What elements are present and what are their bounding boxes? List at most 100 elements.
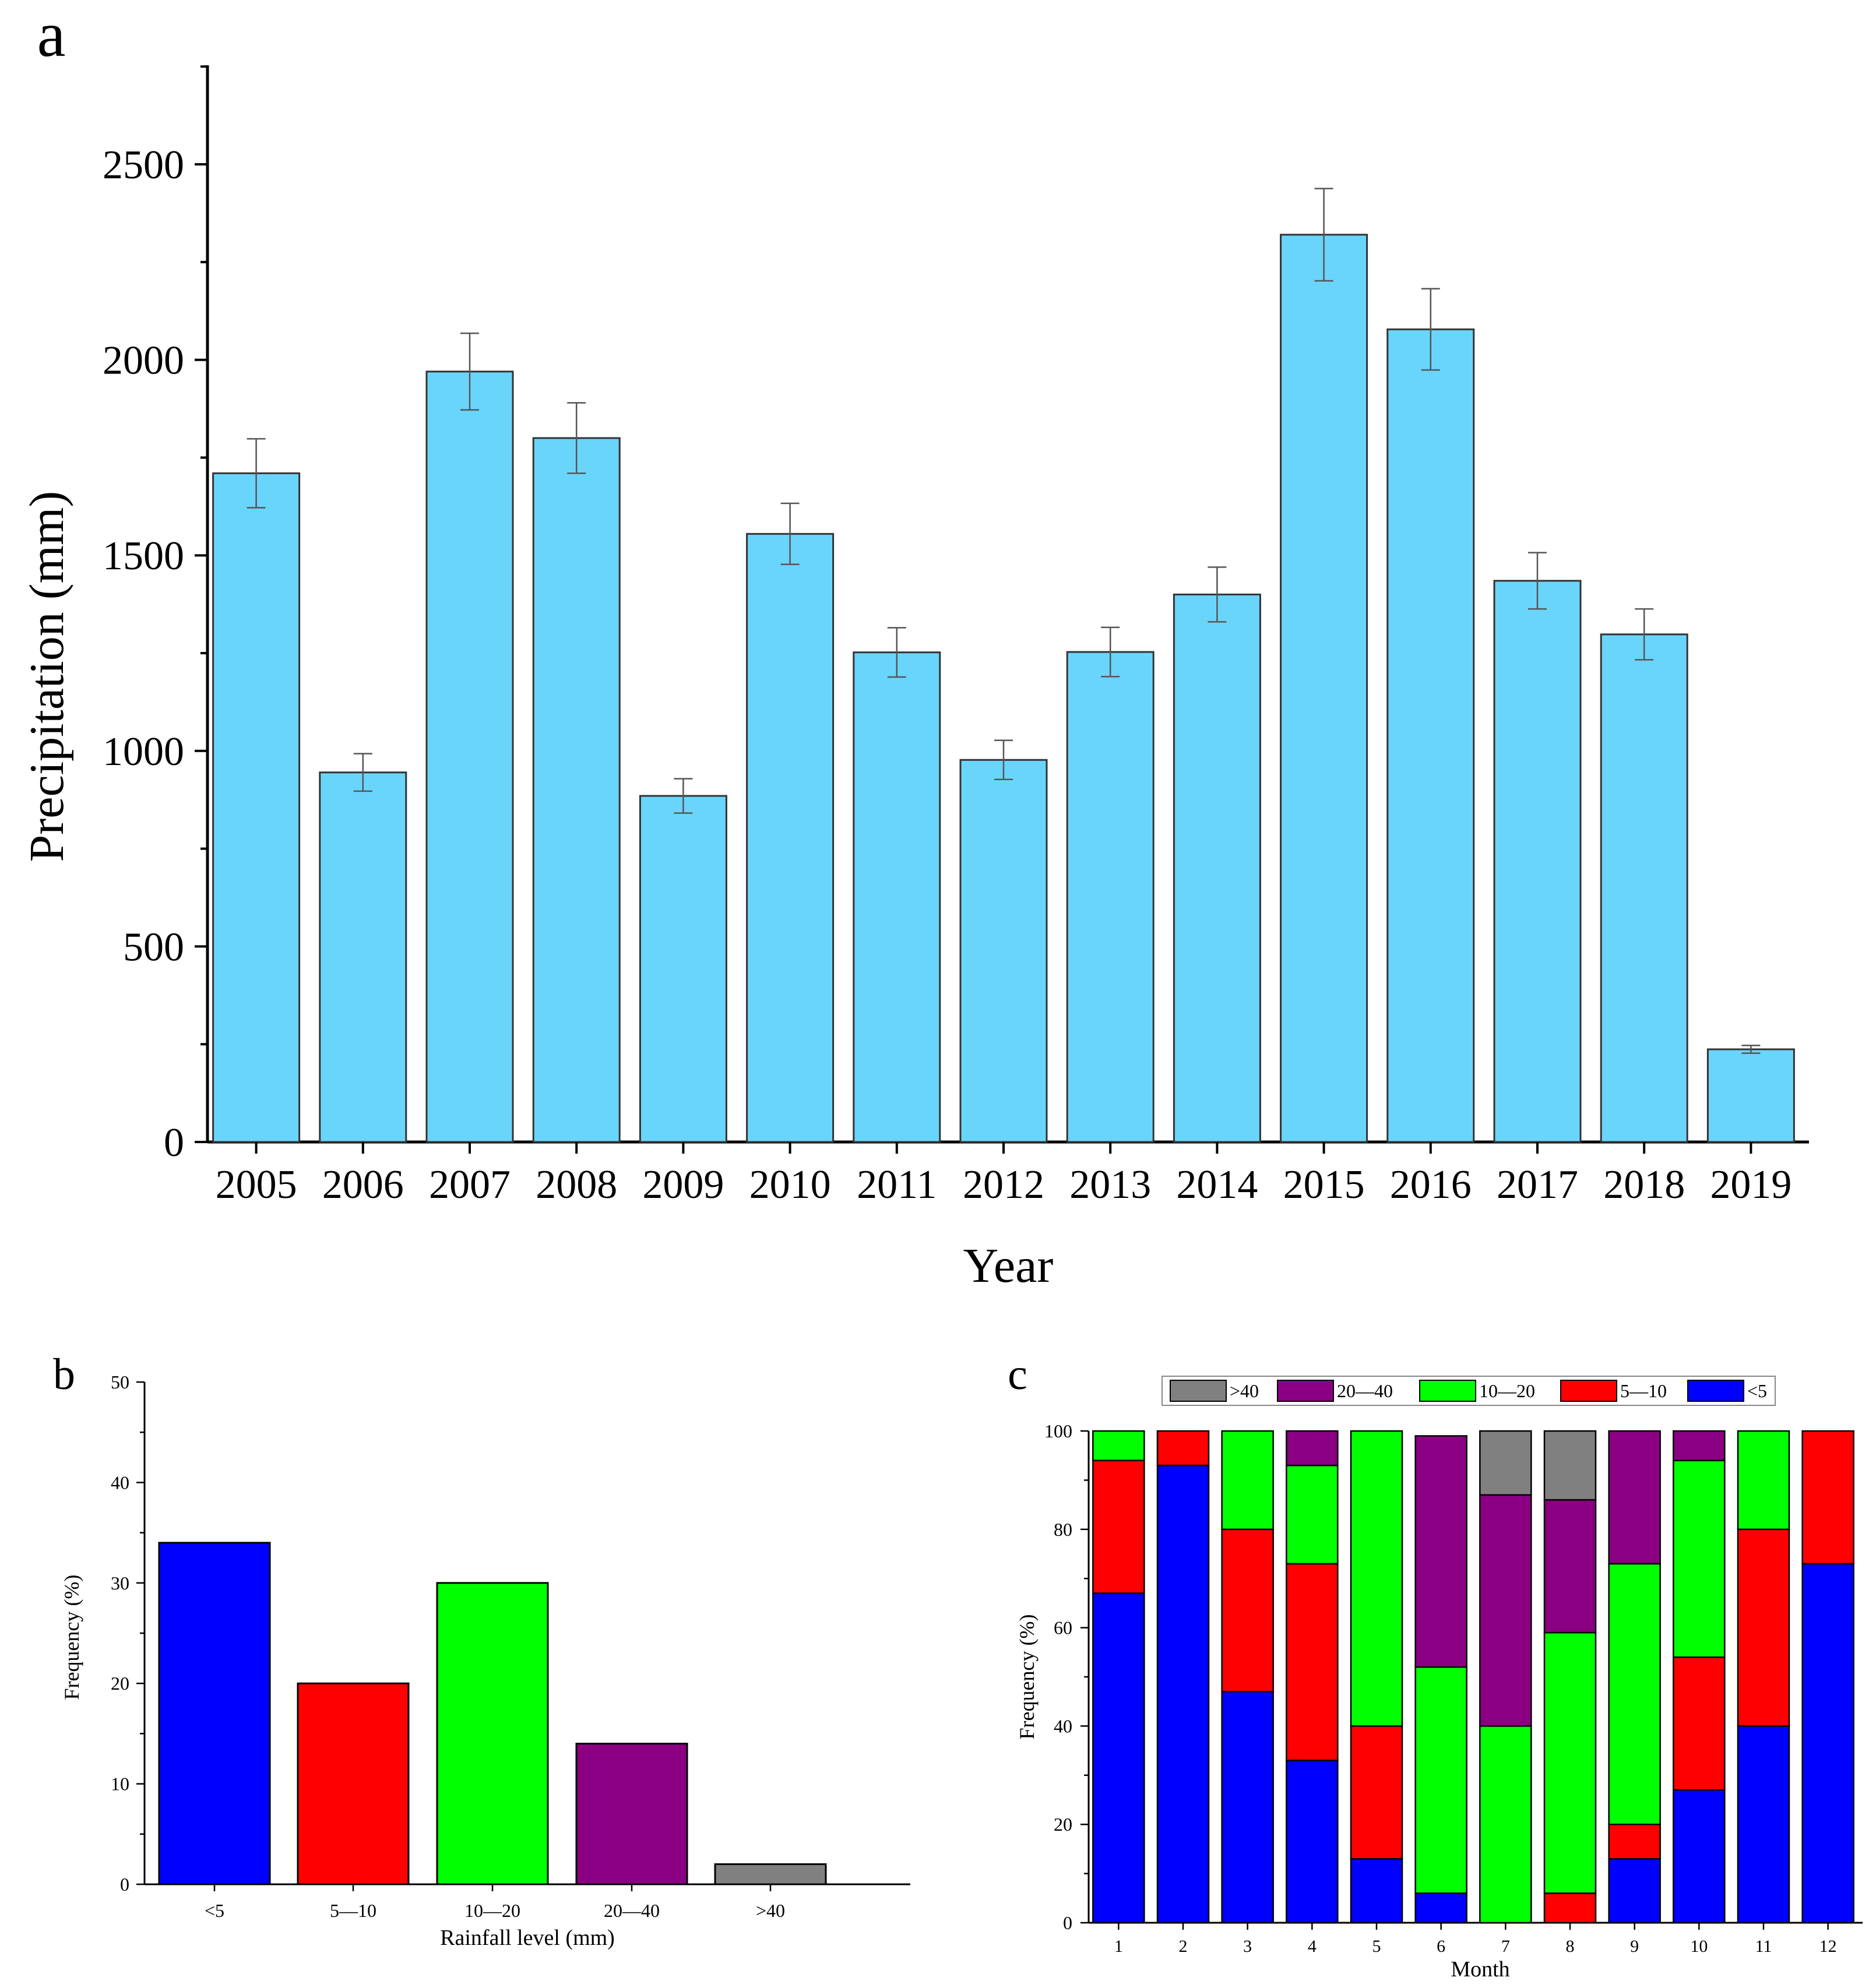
bar-2005: [212, 472, 301, 1143]
y-tick-label-a: 2000: [103, 339, 184, 383]
segment-month7-2040: [1479, 1494, 1532, 1727]
segment-month9-2040: [1608, 1430, 1661, 1565]
x-tick-label-2009: 2009: [642, 1162, 724, 1207]
segment-month11-1020: [1737, 1430, 1790, 1531]
bar-level-1: [297, 1682, 410, 1885]
legend-swatch-1: [1277, 1380, 1334, 1402]
y-tick-label-c: 40: [1054, 1715, 1072, 1736]
segment-month6-1020: [1414, 1666, 1467, 1894]
segment-month4-5: [1286, 1760, 1339, 1924]
x-tick-label-c-12: 12: [1819, 1937, 1837, 1956]
y-tick-label-c: 20: [1054, 1814, 1072, 1835]
bar-2007: [425, 371, 514, 1143]
x-tick-label-2014: 2014: [1176, 1162, 1258, 1207]
bar-level-0: [158, 1542, 271, 1885]
bar-2010: [746, 533, 835, 1143]
legend-swatch-4: [1687, 1380, 1744, 1402]
bar-2019: [1706, 1048, 1795, 1143]
x-tick-label-c-2: 2: [1179, 1937, 1188, 1956]
bar-2018: [1600, 633, 1688, 1143]
y-tick-label-c: 0: [1063, 1912, 1072, 1933]
segment-month1-510: [1092, 1460, 1145, 1594]
x-tick-label-c-7: 7: [1501, 1937, 1510, 1956]
y-tick-label-b: 20: [111, 1673, 129, 1694]
legend-label-0: >40: [1230, 1380, 1259, 1401]
bar-2011: [853, 651, 941, 1143]
segment-month8-510: [1543, 1892, 1597, 1924]
legend-label-3: 5—10: [1620, 1380, 1667, 1401]
x-tick-label-2005: 2005: [216, 1162, 297, 1207]
x-tick-label-c-4: 4: [1308, 1937, 1317, 1956]
legend-label-2: 10—20: [1479, 1380, 1535, 1401]
segment-month12-510: [1801, 1430, 1854, 1565]
segment-month2-5: [1156, 1464, 1210, 1924]
y-tick-label-a: 1000: [103, 729, 184, 774]
x-tick-label-2017: 2017: [1497, 1162, 1578, 1207]
y-tick-label-c: 60: [1054, 1617, 1072, 1638]
x-axis-title-c: Month: [1451, 1957, 1509, 1982]
y-tick-label-b: 30: [111, 1573, 129, 1594]
y-axis-title-c: Frequency (%): [1015, 1615, 1039, 1740]
x-tick-label-2013: 2013: [1069, 1162, 1151, 1207]
segment-month7-40: [1479, 1430, 1532, 1496]
bar-2008: [532, 437, 621, 1143]
x-tick-label-c-3: 3: [1243, 1937, 1252, 1956]
y-tick-label-b: 50: [111, 1372, 129, 1393]
y-tick-label-a: 0: [164, 1120, 184, 1165]
bar-2012: [959, 759, 1048, 1143]
bar-2016: [1386, 328, 1475, 1143]
x-tick-label-2011: 2011: [857, 1162, 937, 1207]
x-tick-label-b-1: 5—10: [330, 1900, 376, 1921]
x-tick-label-2010: 2010: [749, 1162, 831, 1207]
x-tick-label-2016: 2016: [1390, 1162, 1472, 1207]
x-tick-label-2008: 2008: [536, 1162, 617, 1207]
x-axis-title-b: Rainfall level (mm): [440, 1926, 615, 1950]
segment-month5-1020: [1350, 1430, 1403, 1727]
y-tick-label-c: 80: [1054, 1519, 1072, 1540]
bar-2014: [1173, 593, 1261, 1143]
x-tick-label-b-2: 10—20: [464, 1900, 520, 1921]
x-tick-label-2012: 2012: [963, 1162, 1044, 1207]
segment-month9-510: [1608, 1823, 1661, 1860]
segment-month7-1020: [1479, 1725, 1532, 1924]
legend-swatch-0: [1170, 1380, 1227, 1402]
segment-month10-2040: [1673, 1430, 1726, 1461]
segment-month4-1020: [1286, 1464, 1339, 1565]
panel-label-b: b: [53, 1350, 75, 1399]
y-axis-title-b: Frequency (%): [60, 1575, 83, 1700]
y-tick-label-a: 1500: [103, 534, 184, 579]
bar-2015: [1280, 234, 1368, 1143]
x-tick-label-2015: 2015: [1283, 1162, 1365, 1207]
x-tick-label-2007: 2007: [429, 1162, 511, 1207]
segment-month2-510: [1156, 1430, 1210, 1467]
y-tick-label-a: 500: [123, 925, 184, 970]
x-tick-label-2019: 2019: [1710, 1162, 1791, 1207]
segment-month6-2040: [1414, 1435, 1467, 1668]
legend-swatch-2: [1419, 1380, 1476, 1402]
x-tick-label-c-9: 9: [1630, 1937, 1639, 1956]
segment-month11-510: [1737, 1528, 1790, 1727]
bar-2017: [1493, 580, 1582, 1143]
segment-month9-1020: [1608, 1563, 1661, 1825]
segment-month5-5: [1350, 1858, 1403, 1924]
x-tick-label-c-6: 6: [1437, 1937, 1445, 1956]
segment-month9-5: [1608, 1858, 1661, 1924]
segment-month8-2040: [1543, 1499, 1597, 1634]
y-axis-title-a: Precipitation (mm): [20, 491, 74, 862]
x-tick-label-c-5: 5: [1372, 1937, 1381, 1956]
x-tick-label-c-11: 11: [1755, 1937, 1772, 1956]
panel-label-a: a: [37, 0, 66, 70]
legend-swatch-3: [1560, 1380, 1617, 1402]
segment-month3-1020: [1221, 1430, 1274, 1531]
x-tick-label-b-0: <5: [205, 1900, 224, 1921]
segment-month5-510: [1350, 1725, 1403, 1860]
x-tick-label-c-10: 10: [1690, 1937, 1708, 1956]
panel-label-c: c: [1008, 1350, 1027, 1399]
segment-month3-510: [1221, 1528, 1274, 1693]
bar-2013: [1066, 651, 1155, 1143]
segment-month4-510: [1286, 1563, 1339, 1761]
legend-label-4: <5: [1747, 1380, 1767, 1401]
segment-month10-1020: [1673, 1460, 1726, 1658]
y-tick-label-b: 0: [120, 1874, 129, 1895]
segment-month3-5: [1221, 1691, 1274, 1924]
